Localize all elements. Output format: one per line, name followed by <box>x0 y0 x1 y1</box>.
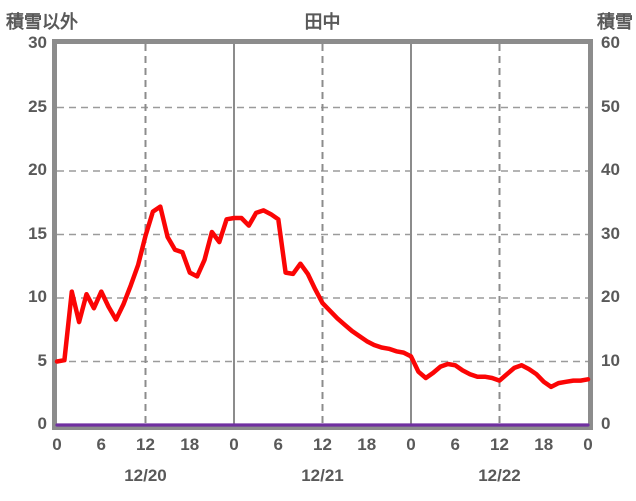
left-axis-tick-label: 25 <box>28 96 47 116</box>
x-axis-tick-label: 6 <box>450 435 460 454</box>
x-axis-tick-label: 12 <box>313 435 332 454</box>
left-axis-tick-label: 10 <box>28 287 47 306</box>
right-axis-tick-label: 10 <box>601 350 620 370</box>
right-axis-tick-label: 60 <box>601 33 620 52</box>
x-axis-tick-label: 18 <box>180 435 200 454</box>
chart-title: 田中 <box>304 12 341 32</box>
x-axis-tick-label: 0 <box>52 435 62 454</box>
right-axis-tick-label: 0 <box>601 414 611 433</box>
right-axis-tick-label: 20 <box>601 287 620 306</box>
right-axis-tick-label: 50 <box>601 96 620 116</box>
x-axis-tick-label: 6 <box>273 435 283 454</box>
x-axis-tick-label: 12 <box>136 435 155 454</box>
x-axis-date-label: 12/21 <box>301 466 344 485</box>
left-axis-tick-label: 30 <box>28 33 47 52</box>
x-axis-tick-label: 18 <box>534 435 554 454</box>
left-axis-tick-label: 0 <box>37 414 47 433</box>
left-axis-title: 積雪以外 <box>6 12 78 32</box>
right-axis-title: 積雪 <box>597 12 633 32</box>
x-axis-tick-label: 0 <box>406 435 416 454</box>
x-axis-tick-label: 0 <box>229 435 239 454</box>
left-axis-tick-label: 5 <box>37 350 47 370</box>
left-axis-tick-label: 20 <box>28 160 47 179</box>
left-axis-tick-label: 15 <box>28 223 47 243</box>
x-axis-date-label: 12/20 <box>124 466 167 485</box>
x-axis-tick-label: 6 <box>96 435 106 454</box>
x-axis-date-label: 12/22 <box>478 466 521 485</box>
main-red-line <box>54 204 591 390</box>
x-axis-tick-label: 18 <box>357 435 377 454</box>
x-axis-tick-label: 0 <box>583 435 593 454</box>
x-axis-tick-label: 12 <box>490 435 509 454</box>
right-axis-tick-label: 30 <box>601 223 620 243</box>
right-axis-tick-label: 40 <box>601 160 620 179</box>
plot-frame <box>52 39 593 430</box>
